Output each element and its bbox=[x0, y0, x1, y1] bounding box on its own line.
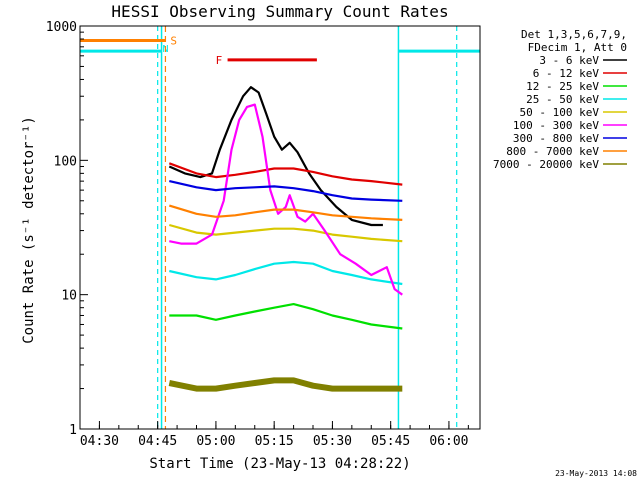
plot-frame bbox=[79, 25, 481, 430]
flag-label-s: S bbox=[170, 34, 177, 47]
chart-title: HESSI Observing Summary Count Rates bbox=[111, 2, 448, 21]
legend-label: 800 - 7000 keV bbox=[506, 145, 599, 158]
y-tick-label: 1 bbox=[69, 423, 77, 438]
timestamp: 23-May-2013 14:08 bbox=[555, 469, 637, 478]
x-tick-label: 05:00 bbox=[196, 434, 235, 449]
x-axis-label: Start Time (23-May-13 04:28:22) bbox=[149, 456, 410, 472]
y-tick-label: 1000 bbox=[46, 20, 77, 35]
series-line-1 bbox=[168, 162, 403, 186]
flag-label-f: F bbox=[216, 54, 223, 67]
series-line-2 bbox=[169, 303, 403, 330]
series-line-7 bbox=[168, 204, 403, 221]
legend-header-line: Det 1,3,5,6,7,9, bbox=[521, 28, 627, 41]
series-line-3 bbox=[169, 260, 403, 286]
series-line-0 bbox=[168, 86, 383, 227]
legend-label: 6 - 12 keV bbox=[533, 67, 600, 80]
legend-label: 50 - 100 keV bbox=[520, 106, 600, 119]
x-tick-label: 06:00 bbox=[429, 434, 468, 449]
legend-label: 7000 - 20000 keV bbox=[493, 158, 599, 171]
axes: 04:30 04:45 05:00 05:15 05:30 05:45 06:00 1 10 10… bbox=[46, 20, 469, 449]
legend-label: 300 - 800 keV bbox=[513, 132, 599, 145]
legend-label: 100 - 300 keV bbox=[513, 119, 599, 132]
x-tick-label: 05:30 bbox=[313, 434, 352, 449]
legend-label: 25 - 50 keV bbox=[526, 93, 599, 106]
y-tick-label: 100 bbox=[54, 154, 77, 169]
y-tick-label: 10 bbox=[61, 289, 77, 304]
x-tick-label: 05:45 bbox=[371, 434, 410, 449]
y-axis-label: Count Rate (s⁻¹ detector⁻¹) bbox=[21, 116, 37, 344]
series-line-8 bbox=[168, 377, 403, 392]
legend-label: 3 - 6 keV bbox=[539, 54, 599, 67]
legend-label: 12 - 25 keV bbox=[526, 80, 599, 93]
x-tick-label: 05:15 bbox=[255, 434, 294, 449]
x-tick-label: 04:45 bbox=[138, 434, 177, 449]
plot-area: N bbox=[80, 26, 480, 429]
legend-header-line: FDecim 1, Att 0 bbox=[528, 41, 627, 54]
x-tick-label: 04:30 bbox=[80, 434, 119, 449]
legend: Det 1,3,5,6,7,9,FDecim 1, Att 03 - 6 keV… bbox=[493, 28, 627, 171]
series-line-6 bbox=[169, 180, 403, 202]
